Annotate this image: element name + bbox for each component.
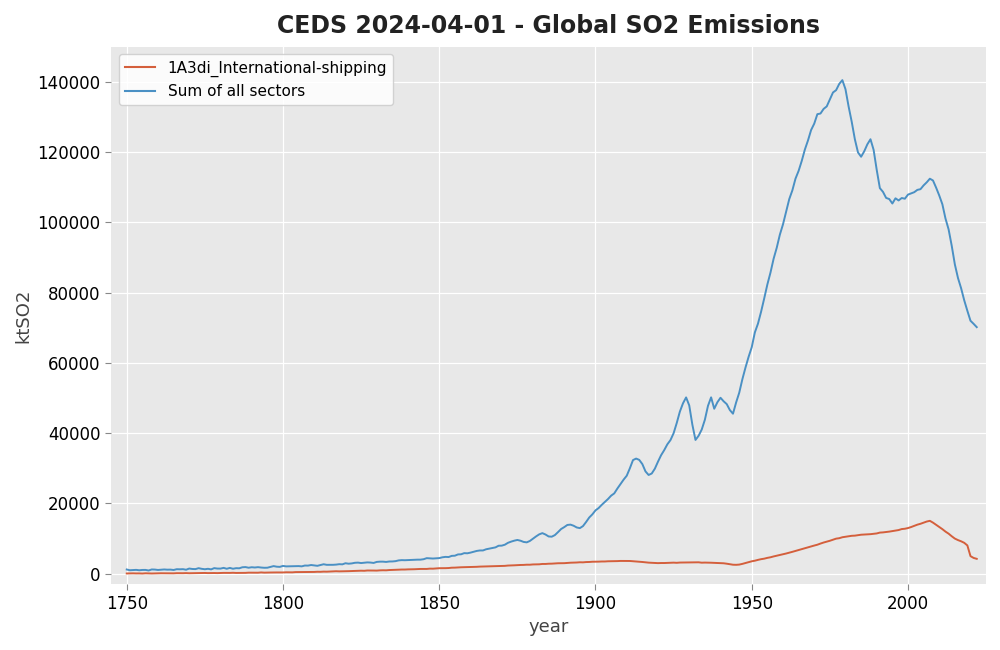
Sum of all sectors [589,506,601,514]
1A3di_International-shipping [971,555,983,563]
Sum of all sectors [327,561,339,569]
1A3di_International-shipping [327,567,339,575]
Sum of all sectors [508,537,520,545]
1A3di_International-shipping [589,558,601,566]
Sum of all sectors [477,547,489,554]
1A3di_International-shipping [136,569,148,577]
Sum of all sectors [121,566,133,573]
1A3di_International-shipping [477,563,489,571]
Title: CEDS 2024-04-01 - Global SO2 Emissions: CEDS 2024-04-01 - Global SO2 Emissions [277,14,820,38]
Sum of all sectors [836,76,848,84]
1A3di_International-shipping [924,517,936,525]
Y-axis label: ktSO2: ktSO2 [14,288,32,343]
1A3di_International-shipping [433,564,445,572]
Line: 1A3di_International-shipping: 1A3di_International-shipping [127,521,977,573]
Sum of all sectors [614,480,626,488]
Sum of all sectors [433,554,445,562]
Sum of all sectors [971,323,983,331]
1A3di_International-shipping [508,562,520,569]
Legend: 1A3di_International-shipping, Sum of all sectors: 1A3di_International-shipping, Sum of all… [119,55,393,105]
Sum of all sectors [143,567,155,575]
1A3di_International-shipping [121,569,133,577]
X-axis label: year: year [528,618,569,636]
1A3di_International-shipping [614,557,626,565]
Line: Sum of all sectors: Sum of all sectors [127,80,977,571]
